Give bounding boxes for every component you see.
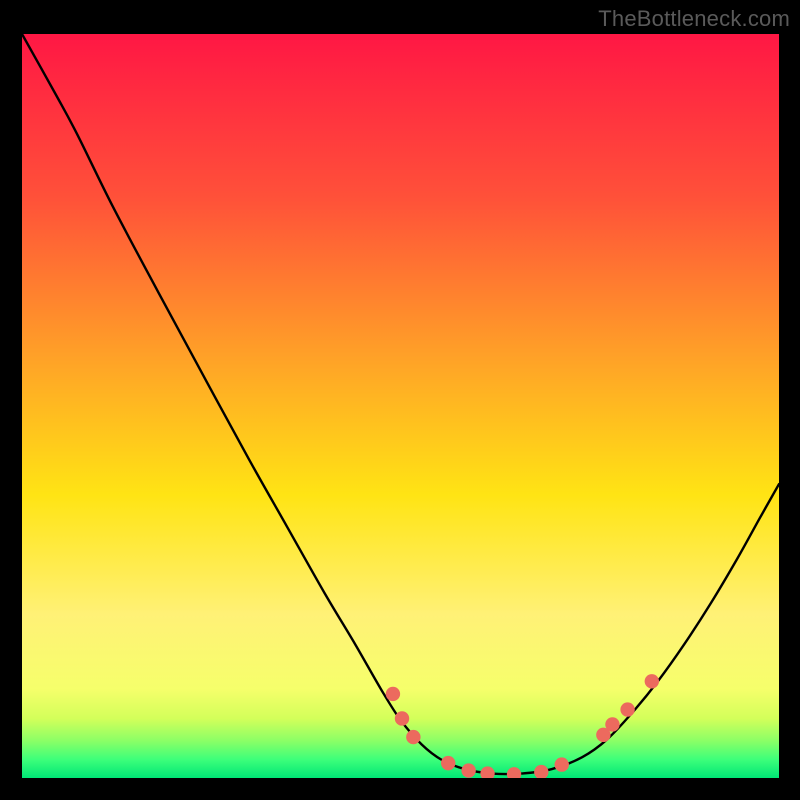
data-marker bbox=[441, 756, 455, 770]
data-marker bbox=[645, 674, 659, 688]
data-marker bbox=[620, 702, 634, 716]
watermark-text: TheBottleneck.com bbox=[598, 6, 790, 32]
chart-container: TheBottleneck.com bbox=[0, 0, 800, 800]
data-marker bbox=[605, 717, 619, 731]
data-marker bbox=[461, 763, 475, 777]
bottleneck-chart bbox=[22, 34, 779, 778]
gradient-background bbox=[22, 34, 779, 778]
data-marker bbox=[406, 730, 420, 744]
data-marker bbox=[555, 757, 569, 771]
data-marker bbox=[395, 711, 409, 725]
data-marker bbox=[386, 687, 400, 701]
